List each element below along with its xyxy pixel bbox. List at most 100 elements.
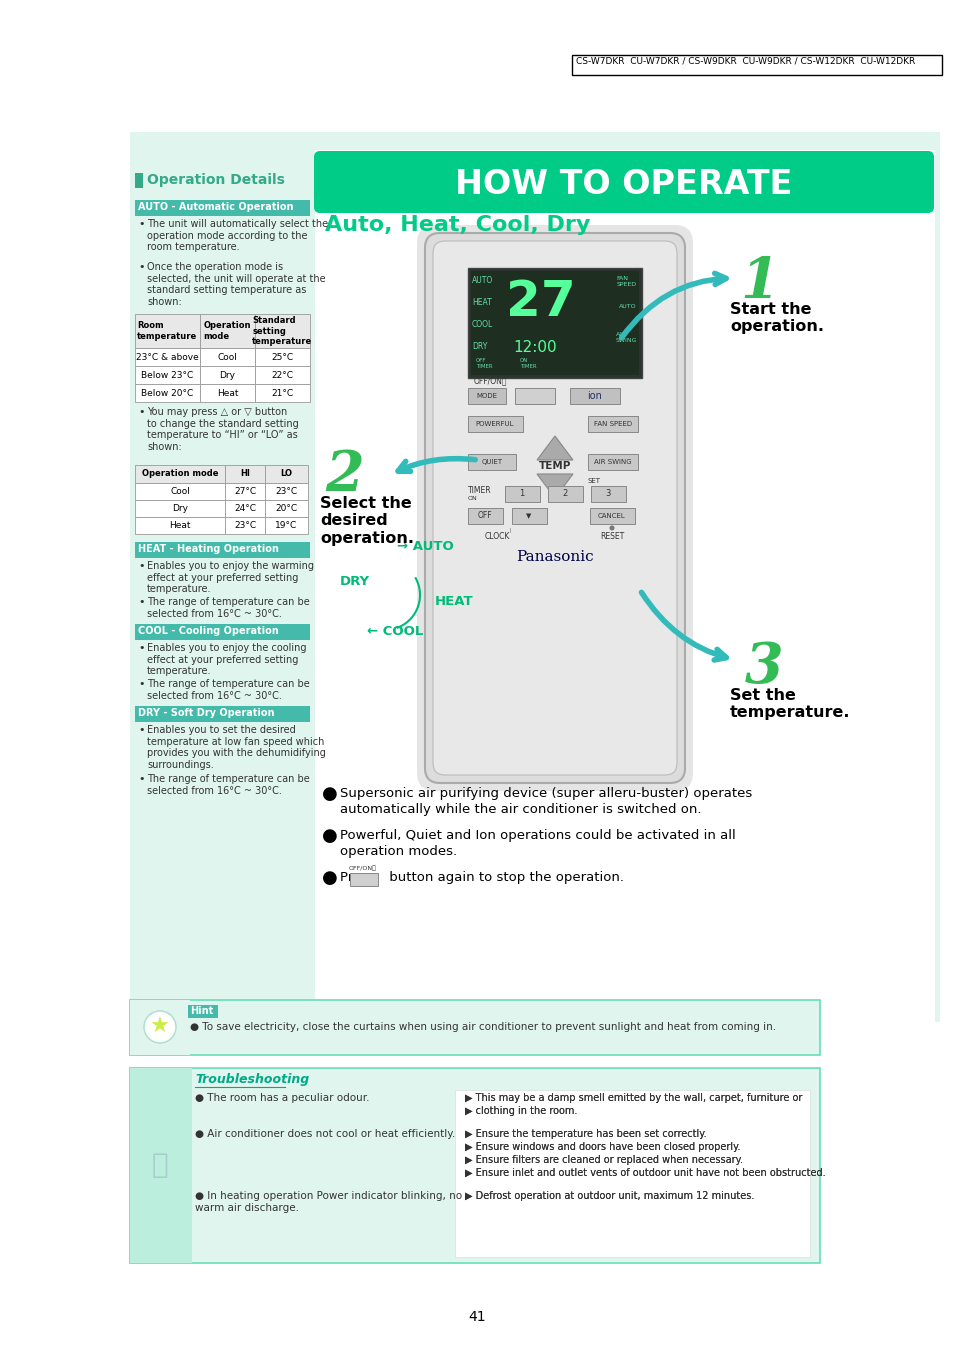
FancyBboxPatch shape (314, 151, 933, 213)
Text: 2: 2 (325, 449, 363, 503)
Text: ⛏: ⛏ (152, 1151, 168, 1179)
Text: QUIET: QUIET (481, 459, 502, 465)
Text: ▶ Ensure the temperature has been set correctly.: ▶ Ensure the temperature has been set co… (464, 1129, 706, 1139)
Text: Set the
temperature.: Set the temperature. (729, 688, 850, 720)
Text: OFF
TIMER: OFF TIMER (476, 358, 492, 369)
Text: SET: SET (587, 478, 600, 484)
Text: FAN
SPEED: FAN SPEED (617, 276, 637, 286)
Text: ●: ● (322, 869, 337, 888)
Text: 41: 41 (468, 1310, 485, 1324)
Text: Start the
operation.: Start the operation. (729, 303, 823, 335)
Text: ← COOL: ← COOL (367, 626, 423, 638)
Bar (135, 624, 310, 640)
Text: ▼: ▼ (526, 513, 531, 519)
Text: Enables you to enjoy the cooling
effect at your preferred setting
temperature.: Enables you to enjoy the cooling effect … (147, 643, 306, 677)
Bar (225, 500, 265, 517)
Text: ▶ Ensure inlet and outlet vents of outdoor unit have not been obstructed.: ▶ Ensure inlet and outlet vents of outdo… (464, 1169, 824, 1178)
Bar (515, 388, 555, 404)
Bar (254, 349, 310, 366)
FancyBboxPatch shape (433, 240, 677, 775)
Text: 12:00: 12:00 (513, 340, 556, 355)
Bar (135, 200, 310, 216)
Text: 1: 1 (518, 489, 524, 499)
Text: 1: 1 (740, 255, 778, 309)
Bar (468, 454, 516, 470)
Text: HOW TO OPERATE: HOW TO OPERATE (455, 168, 792, 200)
Text: ● To save electricity, close the curtains when using air conditioner to prevent : ● To save electricity, close the curtain… (190, 1021, 776, 1032)
Text: Once the operation mode is
selected, the unit will operate at the
standard setti: Once the operation mode is selected, the… (147, 262, 325, 307)
Bar (225, 484, 265, 500)
Bar (200, 384, 254, 403)
Text: FAN SPEED: FAN SPEED (594, 422, 632, 427)
Text: Operation Details: Operation Details (147, 173, 285, 186)
Text: CANCEL: CANCEL (598, 513, 625, 519)
Text: Powerful, Quiet and Ion operations could be activated in all: Powerful, Quiet and Ion operations could… (339, 830, 735, 842)
Bar (471, 272, 639, 376)
Text: ▶ Ensure windows and doors have been closed properly.: ▶ Ensure windows and doors have been clo… (464, 1142, 740, 1152)
Text: ▶ Ensure inlet and outlet vents of outdoor unit have not been obstructed.: ▶ Ensure inlet and outlet vents of outdo… (464, 1169, 824, 1178)
Text: •: • (138, 643, 144, 653)
Bar (135, 500, 225, 517)
Bar (135, 542, 310, 558)
Text: Heat: Heat (216, 389, 238, 397)
Text: Below 20°C: Below 20°C (141, 389, 193, 397)
Bar (468, 388, 505, 404)
Bar (504, 486, 539, 503)
Bar (468, 508, 502, 524)
Bar (135, 384, 200, 403)
Text: •: • (138, 774, 144, 784)
Text: CS-W7DKR  CU-W7DKR / CS-W9DKR  CU-W9DKR / CS-W12DKR  CU-W12DKR: CS-W7DKR CU-W7DKR / CS-W9DKR CU-W9DKR / … (576, 55, 914, 65)
Text: AUTO: AUTO (618, 304, 637, 309)
Text: Operation mode: Operation mode (142, 470, 218, 478)
Text: DRY - Soft Dry Operation: DRY - Soft Dry Operation (138, 708, 274, 717)
Text: HEAT: HEAT (435, 594, 473, 608)
Bar (254, 384, 310, 403)
Text: Press: Press (339, 871, 379, 884)
Bar (130, 1000, 190, 1055)
Bar (314, 132, 939, 1021)
Text: The range of temperature can be
selected from 16°C ~ 30°C.: The range of temperature can be selected… (147, 597, 310, 619)
Text: ● Air conditioner does not cool or heat efficiently.: ● Air conditioner does not cool or heat … (194, 1129, 455, 1139)
Bar (200, 349, 254, 366)
Polygon shape (537, 436, 573, 459)
Text: Supersonic air purifying device (super alleru-buster) operates: Supersonic air purifying device (super a… (339, 788, 752, 800)
Text: Cool: Cool (217, 353, 237, 362)
Bar (188, 1005, 218, 1019)
Text: 23°C & above: 23°C & above (136, 353, 198, 362)
Text: Enables you to enjoy the warming
effect at your preferred setting
temperature.: Enables you to enjoy the warming effect … (147, 561, 314, 594)
Text: 27: 27 (505, 278, 576, 326)
Text: HEAT - Heating Operation: HEAT - Heating Operation (138, 544, 278, 554)
Text: •: • (138, 680, 144, 689)
Circle shape (609, 526, 614, 531)
Text: operation modes.: operation modes. (339, 844, 456, 858)
Text: Room
temperature: Room temperature (137, 322, 197, 340)
Text: TEMP: TEMP (538, 461, 571, 471)
Text: COOL - Cooling Operation: COOL - Cooling Operation (138, 626, 278, 636)
Text: 22°C: 22°C (272, 370, 294, 380)
Text: ▶ clothing in the room.: ▶ clothing in the room. (464, 1106, 577, 1116)
Text: Standard
setting
temperature: Standard setting temperature (253, 316, 313, 346)
Text: Troubleshooting: Troubleshooting (194, 1073, 309, 1086)
Text: •: • (138, 597, 144, 607)
Bar (572, 55, 941, 76)
Text: ▶ Ensure filters are cleaned or replaced when necessary.: ▶ Ensure filters are cleaned or replaced… (464, 1155, 742, 1165)
Bar (135, 349, 200, 366)
Text: CLOCK: CLOCK (484, 532, 509, 540)
Text: ●: ● (322, 827, 337, 844)
Text: Dry: Dry (219, 370, 235, 380)
Bar (225, 465, 265, 484)
Text: POWERFUL: POWERFUL (476, 422, 514, 427)
Text: 23°C: 23°C (233, 521, 255, 530)
Text: •: • (138, 561, 144, 571)
Text: 21°C: 21°C (272, 389, 294, 397)
Bar (130, 132, 314, 1021)
Text: button again to stop the operation.: button again to stop the operation. (385, 871, 623, 884)
Text: AIR SWING: AIR SWING (594, 459, 631, 465)
Text: ● In heating operation Power indicator blinking, no
warm air discharge.: ● In heating operation Power indicator b… (194, 1192, 461, 1213)
Bar (547, 486, 582, 503)
Text: Select the
desired
operation.: Select the desired operation. (319, 496, 414, 546)
Text: TIMER: TIMER (468, 486, 491, 494)
Bar (254, 313, 310, 349)
Bar (135, 366, 200, 384)
Bar (590, 486, 625, 503)
